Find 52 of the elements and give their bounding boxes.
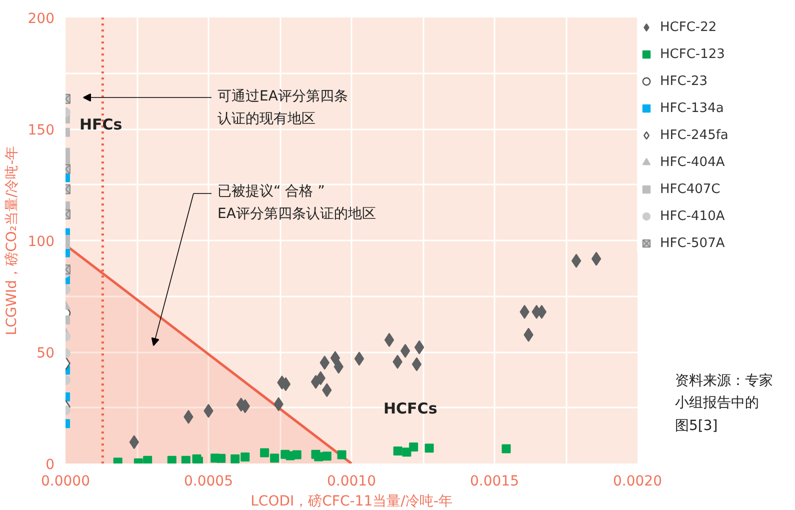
y-tick-label: 100 [28, 234, 55, 250]
y-tick-label: 0 [46, 457, 55, 473]
x-tick-label: 0.0000 [41, 474, 90, 490]
annotation: HCFCs [384, 400, 438, 418]
x-tick-label: 0.0015 [470, 474, 520, 490]
point [167, 456, 176, 464]
point [402, 448, 412, 457]
point [330, 351, 340, 366]
point [571, 254, 582, 268]
y-axis-title: LCGWId，磅CO₂当量/冷吨-年 [4, 146, 20, 336]
legend-label: HCFC-22 [660, 20, 717, 34]
point [292, 450, 302, 460]
point [194, 456, 203, 464]
point [393, 446, 402, 456]
point [143, 456, 152, 464]
legend-label: HFC-404A [660, 154, 725, 170]
point [424, 444, 434, 453]
annotation: HFCs [80, 116, 122, 134]
point [384, 332, 394, 347]
point [181, 456, 190, 464]
point [322, 452, 332, 461]
text: 资料来源：专家小组报告中的图5[3] [675, 372, 773, 436]
y-tick-label: 200 [28, 11, 55, 27]
point [354, 352, 364, 366]
annotation: 可通过EA评分第四条认证的现有地区 [218, 88, 348, 127]
annotation: 已被提议“ 合格 ”EA评分第四条认证的地区 [218, 184, 376, 222]
legend-label: HFC-23 [660, 74, 708, 88]
point [270, 454, 280, 463]
legend-label: HCFC-123 [660, 46, 725, 62]
point [414, 340, 424, 354]
x-axis-title: LCODI，磅CFC-11当量/冷吨-年 [250, 494, 452, 510]
x-tick-label: 0.0020 [613, 474, 662, 490]
legend-label: HFC-245fa [660, 128, 728, 142]
legend-label: HFC-507A [660, 236, 725, 250]
legend-label: HFC-410A [660, 208, 725, 224]
point [216, 454, 226, 463]
point [409, 442, 418, 452]
point [314, 452, 324, 462]
point [260, 448, 270, 458]
y-tick-label: 50 [36, 346, 55, 362]
point [591, 252, 602, 266]
point [412, 357, 422, 372]
point [502, 444, 511, 454]
point [230, 454, 240, 464]
y-tick-label: 150 [28, 122, 55, 138]
point [240, 452, 250, 462]
legend-label: HFC407C [660, 182, 720, 196]
point [400, 344, 410, 358]
x-tick-label: 0.0005 [184, 474, 234, 490]
x-tick-label: 0.0010 [327, 474, 376, 490]
legend-label: HFC-134a [660, 100, 724, 116]
point [337, 450, 346, 460]
